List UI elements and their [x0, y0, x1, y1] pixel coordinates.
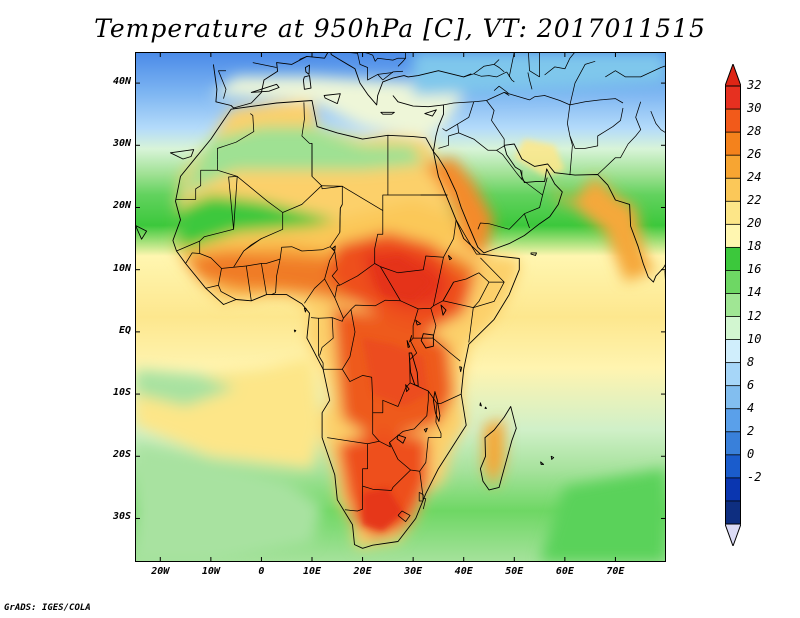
map-panel — [135, 52, 666, 562]
legend-level-label: -2 — [747, 469, 762, 484]
lat-tick-label: 40N — [112, 76, 131, 88]
lat-tick-label: 20S — [112, 449, 131, 461]
grads-credit: GrADS: IGES/COLA — [4, 603, 91, 613]
legend-swatch — [725, 247, 741, 271]
legend-over-triangle — [725, 64, 741, 87]
legend-level-label: 12 — [747, 308, 762, 323]
legend-swatch — [725, 293, 741, 317]
legend-swatch — [725, 224, 741, 248]
legend-swatch — [725, 362, 741, 386]
lat-tick-label: EQ — [118, 324, 131, 336]
lon-tick-label: 60E — [555, 566, 574, 577]
legend-swatch — [725, 454, 741, 479]
lon-tick-label: 40E — [454, 566, 473, 577]
lon-tick-label: 50E — [505, 566, 524, 577]
color-legend — [725, 64, 741, 546]
lat-tick-label: 30N — [112, 138, 131, 150]
temperature-map — [135, 52, 666, 562]
lon-tick-label: 0 — [258, 566, 265, 577]
legend-swatch — [725, 431, 741, 456]
lat-tick-label: 30S — [112, 511, 131, 523]
legend-swatch — [725, 86, 741, 110]
legend-level-label: 32 — [747, 78, 762, 92]
lon-tick-label: 10W — [201, 566, 220, 577]
legend-level-label: 14 — [747, 285, 762, 300]
legend-swatch — [725, 155, 741, 179]
lat-tick-label: 10S — [112, 387, 131, 399]
chart-title: Temperature at 950hPa [C], VT: 201701151… — [94, 14, 706, 43]
legend-level-label: 6 — [747, 377, 755, 392]
lat-tick-label: 10N — [112, 262, 131, 274]
legend-level-label: 0 — [747, 446, 755, 461]
legend-swatch — [725, 385, 741, 410]
temperature-field — [135, 52, 666, 562]
lon-tick-label: 10E — [302, 566, 322, 577]
country-borders — [175, 52, 666, 522]
legend-swatch — [725, 339, 741, 363]
legend-swatch — [725, 500, 741, 525]
legend-level-label: 30 — [747, 101, 762, 116]
legend-swatch — [725, 201, 741, 225]
map-border — [135, 52, 666, 562]
legend-under-triangle — [725, 523, 741, 546]
legend-level-label: 4 — [747, 400, 755, 415]
legend-level-label: 2 — [747, 423, 755, 438]
legend-level-label: 10 — [747, 331, 762, 346]
legend-level-label: 20 — [747, 216, 762, 231]
lon-tick-label: 30E — [404, 566, 423, 577]
legend-swatch — [725, 408, 741, 433]
legend-swatch — [725, 109, 741, 133]
legend-swatch — [725, 178, 741, 202]
legend-swatch — [725, 316, 741, 340]
lon-tick-label: 70E — [606, 566, 625, 577]
lat-tick-label: 20N — [112, 200, 131, 212]
legend-swatch — [725, 270, 741, 294]
legend-swatch — [725, 477, 741, 502]
legend-level-label: 8 — [747, 354, 755, 369]
lon-tick-label: 20W — [151, 566, 170, 577]
legend-level-label: 22 — [747, 193, 762, 208]
lon-tick-label: 20E — [353, 566, 372, 577]
legend-level-label: 24 — [747, 170, 762, 185]
legend-level-label: 18 — [747, 239, 762, 254]
legend-swatch — [725, 132, 741, 156]
legend-level-label: 26 — [747, 147, 762, 162]
legend-level-label: 28 — [747, 124, 762, 139]
legend-level-label: 16 — [747, 262, 762, 277]
